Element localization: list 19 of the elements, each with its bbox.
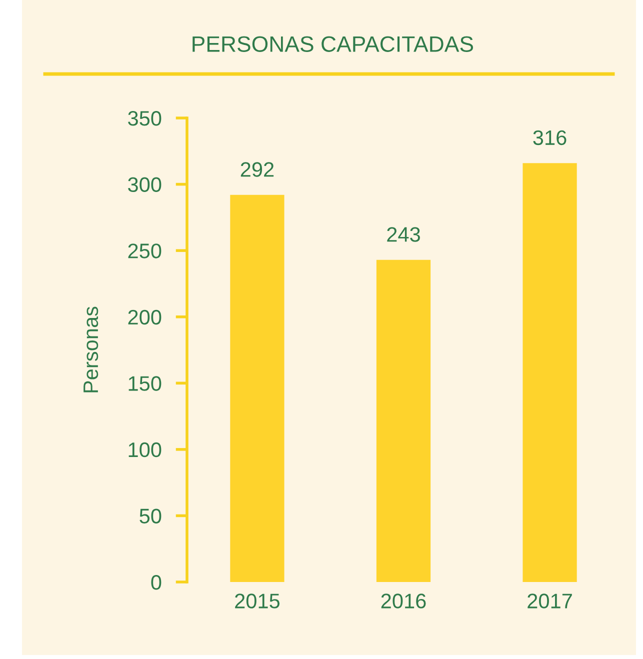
data-label: 316 <box>533 130 566 146</box>
bar <box>522 163 577 582</box>
data-label: 292 <box>240 162 274 177</box>
x-tick-label: 2015 <box>235 594 280 608</box>
data-label: 243 <box>387 227 420 242</box>
y-tick-label: 200 <box>128 310 162 325</box>
y-tick-label: 100 <box>128 442 162 458</box>
y-tick-label: 350 <box>128 111 162 126</box>
chart-title: PERSONAS CAPACITADAS <box>192 36 474 52</box>
y-axis-title: Personas <box>84 306 98 392</box>
y-tick-label: 250 <box>128 244 162 258</box>
y-tick-label: 150 <box>128 376 162 391</box>
bar <box>230 194 284 582</box>
y-tick-label: 0 <box>151 575 162 590</box>
x-tick-label: 2016 <box>381 594 426 608</box>
x-tick-label: 2017 <box>528 594 572 608</box>
y-tick-label: 300 <box>128 177 162 192</box>
bar <box>376 260 431 582</box>
y-tick-label: 50 <box>140 508 162 524</box>
